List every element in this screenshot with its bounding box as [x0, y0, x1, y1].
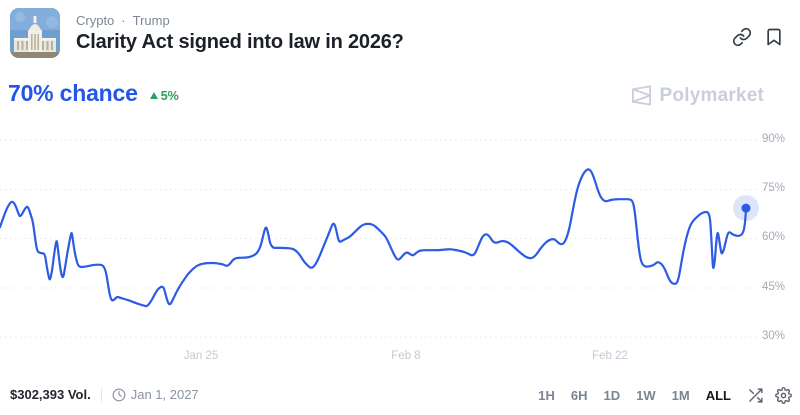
chance-value: 70% chance [8, 80, 138, 106]
price-change-value: 5% [160, 88, 179, 103]
y-axis-tick-30: 30% [762, 330, 786, 342]
timeframe-1h[interactable]: 1H [538, 388, 555, 403]
footer-divider [100, 387, 102, 402]
price-change-badge: 5% [149, 88, 179, 103]
clock-icon [112, 388, 126, 401]
capitol-building-image [10, 8, 60, 58]
breadcrumb-subcategory[interactable]: Trump [132, 13, 170, 28]
x-axis-tick-jan25: Jan 25 [183, 350, 219, 362]
polymarket-wordmark: Polymarket [659, 84, 764, 106]
price-line [0, 168, 748, 308]
volume-label: $302,393 Vol. [10, 387, 91, 402]
y-axis-tick-45: 45% [762, 281, 786, 293]
chart-footer-left: $302,393 Vol. Jan 1, 2027 [10, 387, 199, 402]
y-axis-tick-90: 90% [762, 133, 786, 145]
copy-link-icon[interactable] [732, 27, 752, 47]
timeframe-1w[interactable]: 1W [636, 388, 656, 403]
breadcrumb-separator: · [121, 13, 126, 28]
timeframe-6h[interactable]: 6H [570, 388, 588, 403]
chart-footer-right: 1H 6H 1D 1W 1M ALL [533, 385, 792, 406]
bookmark-icon[interactable] [764, 27, 784, 47]
breadcrumb-category[interactable]: Crypto [76, 13, 115, 28]
y-axis-tick-60: 60% [762, 231, 786, 243]
market-title: Clarity Act signed into law in 2026? [76, 31, 404, 53]
market-thumbnail [10, 8, 60, 58]
x-axis-tick-feb22: Feb 22 [592, 350, 628, 362]
polymarket-logo-icon [631, 85, 651, 106]
market-end-date: Jan 1, 2027 [112, 387, 199, 402]
y-axis-tick-75: 75% [762, 182, 786, 194]
timeframe-1m[interactable]: 1M [671, 388, 690, 403]
current-price-dot [741, 203, 751, 213]
compare-shuffle-icon[interactable] [747, 387, 764, 404]
up-arrow-icon [149, 92, 158, 99]
timeframe-all[interactable]: ALL [705, 388, 731, 403]
price-row: 70% chance 5% [8, 80, 179, 107]
breadcrumb: Crypto · Trump [76, 13, 170, 28]
polymarket-watermark: Polymarket [630, 84, 764, 107]
end-date-text: Jan 1, 2027 [130, 387, 199, 402]
x-axis-tick-feb8: Feb 8 [391, 350, 421, 362]
timeframe-1d[interactable]: 1D [603, 388, 621, 403]
probability-chart[interactable]: 90% 75% 60% 45% 30% Jan 25 Feb 8 Feb 22 [0, 125, 800, 375]
settings-gear-icon[interactable] [775, 387, 792, 404]
